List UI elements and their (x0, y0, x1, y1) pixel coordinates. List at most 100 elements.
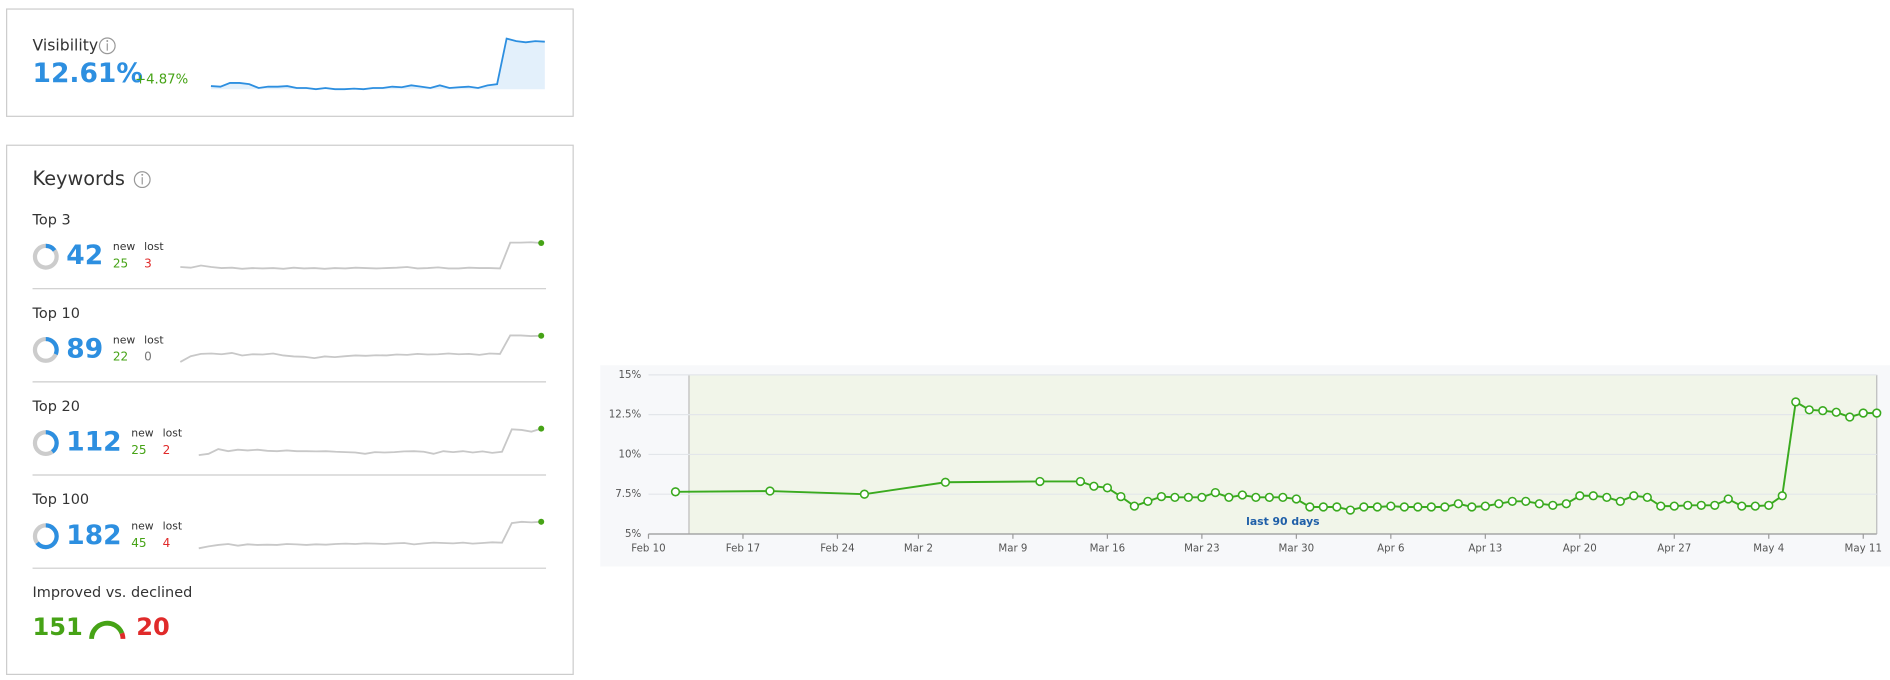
data-point (1170, 492, 1180, 503)
x-tick-label: Feb 17 (726, 542, 760, 554)
data-point (1116, 491, 1126, 502)
lost-label: lost (144, 240, 164, 253)
group-count: 182 (66, 520, 121, 551)
keywords-title: Keywords (33, 167, 125, 190)
visibility-change: +4.87% (135, 73, 188, 88)
data-point (1818, 406, 1828, 416)
new-label: new (113, 240, 136, 253)
data-point (1359, 502, 1369, 512)
data-point (1723, 494, 1733, 504)
new-count: 25 (113, 256, 128, 270)
x-tick-label: May 4 (1753, 542, 1784, 554)
data-point (1872, 408, 1882, 418)
lost-count: 3 (144, 256, 152, 270)
data-point (1156, 491, 1167, 502)
x-tick-label: Feb 24 (820, 542, 854, 554)
sparkline-end (538, 240, 545, 247)
data-point (1129, 501, 1140, 511)
x-tick-label: Mar 23 (1184, 542, 1220, 554)
new-label: new (131, 520, 154, 533)
data-point (940, 477, 951, 487)
improved-label: Improved vs. declined (33, 585, 193, 601)
data-point (1534, 499, 1544, 509)
keywords-card (6, 144, 574, 676)
data-point (1575, 491, 1585, 501)
data-point (1332, 502, 1342, 512)
info-icon[interactable] (98, 37, 116, 55)
y-tick-label: 5% (625, 528, 642, 540)
data-point (1561, 499, 1571, 509)
data-point (670, 487, 681, 497)
x-tick-label: Mar 16 (1090, 542, 1126, 554)
x-tick-label: May 11 (1845, 542, 1882, 554)
data-point (1858, 408, 1868, 418)
sparkline-end (538, 518, 545, 525)
group-label: Top 3 (32, 213, 71, 229)
y-tick-label: 10% (619, 448, 642, 460)
x-tick-label: Mar 9 (998, 542, 1027, 554)
x-tick-label: Apr 20 (1563, 542, 1597, 554)
y-tick-label: 12.5% (609, 409, 642, 421)
data-point (1089, 481, 1099, 491)
lost-label: lost (163, 520, 183, 533)
sparkline (179, 334, 542, 363)
data-point (1224, 492, 1234, 503)
info-icon[interactable] (133, 171, 151, 189)
lost-label: lost (163, 426, 183, 439)
data-point (1413, 502, 1423, 512)
data-point (1372, 502, 1382, 512)
data-point (1831, 407, 1841, 417)
visibility-card (6, 8, 574, 117)
data-point (1197, 492, 1207, 503)
declined-count: 20 (136, 613, 170, 641)
data-point (1291, 494, 1301, 504)
sparkline-end (538, 332, 545, 339)
visibility-title: Visibility (33, 35, 99, 54)
data-point (1804, 405, 1814, 415)
new-count: 45 (131, 536, 146, 550)
data-point (765, 486, 775, 496)
highlight-label: last 90 days (1246, 515, 1319, 528)
gauge-improved (89, 620, 125, 640)
data-point (1791, 397, 1801, 407)
x-tick-label: Mar 30 (1279, 542, 1315, 554)
lost-count: 4 (163, 536, 171, 550)
sparkline (180, 241, 542, 270)
sparkline-end (538, 425, 545, 432)
data-point (1737, 501, 1747, 511)
x-tick-label: Apr 6 (1377, 542, 1404, 554)
sparkline (210, 37, 545, 91)
data-point (1278, 492, 1288, 503)
group-label: Top 20 (32, 399, 80, 415)
sparkline (198, 520, 542, 550)
data-point (1683, 500, 1693, 510)
lost-label: lost (144, 333, 164, 346)
group-label: Top 10 (32, 306, 80, 322)
new-count: 25 (131, 443, 146, 457)
data-point (1548, 500, 1558, 510)
data-point (1588, 491, 1598, 501)
data-point (1183, 492, 1194, 503)
x-tick-label: Apr 27 (1657, 542, 1691, 554)
data-point (1440, 502, 1450, 512)
data-point (1750, 501, 1760, 511)
data-point (1494, 499, 1504, 509)
x-tick-label: Feb 10 (631, 542, 665, 554)
group-count: 89 (66, 333, 103, 364)
donut-arc (32, 523, 59, 550)
data-point (1305, 502, 1315, 512)
new-count: 22 (113, 350, 128, 364)
group-label: Top 100 (32, 492, 90, 508)
data-point (1845, 412, 1855, 422)
data-point (1696, 500, 1706, 510)
data-point (1075, 476, 1086, 487)
y-tick-label: 15% (619, 369, 642, 381)
data-point (1507, 496, 1517, 506)
data-point (1777, 491, 1787, 501)
group-count: 112 (66, 427, 121, 458)
group-count: 42 (66, 240, 103, 271)
visibility-value: 12.61% (33, 58, 143, 89)
